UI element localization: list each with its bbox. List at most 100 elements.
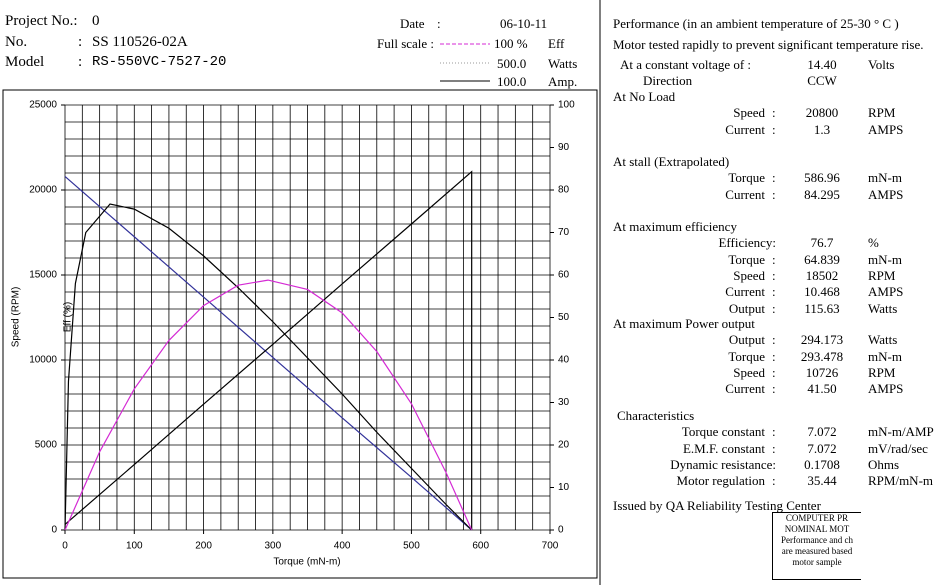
- panel-title: Performance (in an ambient temperature o…: [613, 16, 899, 31]
- sep: :: [78, 34, 83, 50]
- row-sep: :: [772, 332, 776, 348]
- row-unit: Watts: [868, 332, 898, 348]
- row-unit: mN-m: [868, 170, 902, 186]
- row-value: 586.96: [804, 170, 840, 186]
- row-value: 7.072: [807, 440, 837, 456]
- row-value: CCW: [807, 73, 837, 89]
- y2-tick-label: 90: [558, 142, 570, 153]
- row-unit: RPM: [868, 267, 896, 283]
- full-scale-value: 100.0: [497, 74, 527, 89]
- model-label: Model: [5, 54, 45, 70]
- stamp-line: Performance and ch: [781, 535, 853, 545]
- x-tick-label: 500: [403, 541, 420, 552]
- y2-tick-label: 100: [558, 100, 575, 111]
- stamp-line: are measured based: [781, 546, 853, 556]
- row-unit: Ohms: [868, 456, 900, 472]
- row-value: 1.3: [813, 121, 831, 137]
- x-axis-label: Torque (mN-m): [273, 557, 340, 568]
- model: RS-550VC-7527-20: [92, 54, 227, 70]
- row-sep: :: [772, 251, 776, 267]
- row-value: 7.072: [807, 424, 837, 440]
- row-value: 18502: [805, 267, 839, 283]
- full-scale-value: 100 %: [494, 36, 528, 51]
- row-unit: mN-m/AMP: [868, 424, 934, 440]
- row-label: Dynamic resistance:: [670, 456, 776, 472]
- y-tick-label: 25000: [29, 100, 57, 111]
- project-label: Project No.:: [5, 13, 78, 29]
- y2-tick-label: 30: [558, 397, 570, 408]
- project: 0: [92, 13, 100, 29]
- y2-tick-label: 40: [558, 355, 570, 366]
- no-label: No.: [5, 34, 28, 50]
- row-label: Speed: [733, 105, 765, 121]
- row-sep: :: [772, 284, 776, 300]
- row-sep: :: [772, 348, 776, 364]
- row-value: 64.839: [804, 251, 840, 267]
- row-sep: :: [772, 105, 776, 121]
- row-label: Motor regulation: [676, 473, 765, 489]
- row-unit: RPM: [868, 105, 896, 121]
- row-value: 10.468: [804, 284, 840, 300]
- x-tick-label: 200: [195, 541, 212, 552]
- row-value: 76.7: [810, 235, 834, 251]
- row-sep: :: [772, 300, 776, 316]
- y-tick-label: 5000: [35, 440, 58, 451]
- row-unit: AMPS: [868, 284, 904, 300]
- row-label: Output: [728, 300, 765, 316]
- row-value: 10726: [805, 364, 839, 380]
- y2-tick-label: 60: [558, 270, 570, 281]
- row-unit: AMPS: [868, 381, 904, 397]
- series-line: [64, 175, 473, 531]
- sep: :: [78, 54, 83, 70]
- stamp-line: COMPUTER PR: [785, 513, 849, 523]
- row-value: 35.44: [807, 473, 837, 489]
- y-tick-label: 20000: [29, 185, 57, 196]
- row-label: Torque constant: [681, 424, 765, 440]
- x-tick-label: 400: [334, 541, 351, 552]
- section-heading: At maximum Power output: [613, 316, 755, 331]
- x-tick-label: 0: [62, 541, 68, 552]
- row-unit: %: [868, 235, 879, 251]
- stamp: COMPUTER PR NOMINAL MOT Performance and ch…: [772, 512, 861, 580]
- date-label: Date: [400, 16, 425, 31]
- series-line: [64, 203, 473, 531]
- y2-tick-label: 0: [558, 525, 564, 536]
- row-sep: :: [772, 170, 776, 186]
- y2-tick-label: 70: [558, 227, 570, 238]
- row-unit: Watts: [868, 300, 898, 316]
- x-tick-label: 600: [472, 541, 489, 552]
- full-scale-unit: Amp.: [548, 74, 578, 89]
- row-sep: :: [772, 381, 776, 397]
- section-heading: At stall (Extrapolated): [613, 154, 730, 169]
- y-tick-label: 0: [51, 525, 57, 536]
- issued-by: Issued by QA Reliability Testing Center: [613, 498, 821, 513]
- row-label: Direction: [643, 73, 693, 89]
- row-unit: mN-m: [868, 251, 902, 267]
- row-value: 294.173: [800, 332, 844, 348]
- row-value: 0.1708: [804, 456, 840, 472]
- x-tick-label: 100: [126, 541, 143, 552]
- row-label: Current: [725, 381, 765, 397]
- row-value: 41.50: [807, 381, 837, 397]
- y2-tick-label: 10: [558, 482, 570, 493]
- row-label: Torque: [728, 170, 765, 186]
- full-scale-unit: Eff: [548, 36, 565, 51]
- x-tick-label: 700: [542, 541, 559, 552]
- panel-note: Motor tested rapidly to prevent signific…: [613, 37, 924, 52]
- row-unit: AMPS: [868, 186, 904, 202]
- row-unit: AMPS: [868, 121, 904, 137]
- full-scale-label: Full scale :: [377, 36, 435, 51]
- row-unit: mN-m: [868, 348, 902, 364]
- full-scale-value: 500.0: [497, 56, 527, 71]
- row-sep: :: [772, 364, 776, 380]
- row-sep: :: [772, 473, 776, 489]
- row-unit: RPM/mN-m: [868, 473, 934, 489]
- chart-frame: [2, 89, 598, 579]
- row-label: At a constant voltage of :: [620, 57, 752, 72]
- row-value: 20800: [805, 105, 839, 121]
- row-sep: :: [772, 121, 776, 137]
- row-label: Speed: [733, 267, 765, 283]
- y-axis-label: Speed (RPM): [11, 287, 22, 348]
